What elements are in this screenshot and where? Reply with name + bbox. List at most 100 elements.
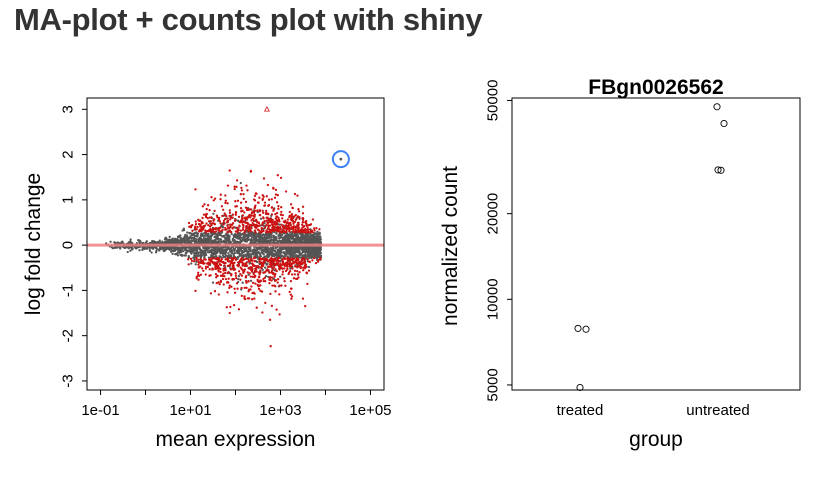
ma-point-significant bbox=[214, 272, 218, 276]
ma-point-significant bbox=[295, 230, 298, 233]
ma-point-significant bbox=[292, 221, 295, 224]
ma-point bbox=[247, 254, 250, 257]
ma-point-significant bbox=[223, 264, 226, 267]
ma-point bbox=[195, 238, 198, 241]
ma-point-significant bbox=[250, 208, 253, 211]
ma-point-significant bbox=[237, 215, 241, 219]
ma-point-significant bbox=[202, 213, 206, 216]
ma-point-significant bbox=[226, 231, 229, 234]
counts-plot: FBgn0026562 treated untreated 5000 10000 20… bbox=[439, 76, 801, 451]
ma-point-significant bbox=[213, 209, 216, 213]
ma-point bbox=[309, 249, 313, 252]
ma-point-significant bbox=[263, 204, 267, 207]
ma-point-significant bbox=[275, 269, 278, 273]
ma-point-significant bbox=[231, 258, 235, 262]
ma-point-significant bbox=[281, 270, 285, 273]
ma-point bbox=[308, 238, 311, 241]
ma-point bbox=[249, 252, 253, 256]
ma-point-significant bbox=[270, 304, 274, 308]
ma-point-significant bbox=[199, 223, 202, 227]
ma-point bbox=[208, 251, 211, 254]
ma-point-significant bbox=[228, 284, 231, 287]
ma-point bbox=[280, 247, 283, 250]
ma-point-significant bbox=[196, 225, 199, 229]
ma-point-significant bbox=[266, 212, 270, 215]
ma-point-significant bbox=[219, 270, 222, 274]
ma-point-significant bbox=[227, 226, 231, 229]
ma-point-significant bbox=[236, 199, 240, 202]
ma-point-significant bbox=[292, 277, 296, 280]
ma-point bbox=[242, 235, 246, 238]
ma-point bbox=[164, 236, 168, 240]
ma-point-significant bbox=[257, 222, 261, 225]
ma-point-significant bbox=[304, 221, 307, 224]
ma-point-significant bbox=[240, 274, 244, 277]
ma-point-significant bbox=[216, 267, 219, 270]
ma-point bbox=[186, 231, 189, 234]
ma-point bbox=[193, 251, 196, 255]
ma-point bbox=[272, 252, 275, 255]
ma-point-significant bbox=[233, 185, 236, 188]
ma-point-significant bbox=[271, 276, 274, 279]
ma-point-significant bbox=[248, 272, 251, 275]
ma-point bbox=[197, 239, 200, 242]
ma-point bbox=[176, 254, 180, 257]
ma-point bbox=[227, 238, 230, 241]
ma-point-significant bbox=[254, 274, 257, 278]
ma-point-significant bbox=[276, 281, 279, 284]
ma-point bbox=[233, 249, 236, 253]
ma-point-significant bbox=[217, 269, 220, 272]
ma-point bbox=[215, 237, 218, 240]
ma-point-significant bbox=[194, 188, 197, 191]
ma-point bbox=[251, 251, 255, 255]
ma-point-significant bbox=[204, 229, 207, 232]
ma-point bbox=[187, 238, 190, 241]
ma-point bbox=[309, 256, 312, 259]
ma-point bbox=[111, 247, 115, 250]
counts-points-layer bbox=[574, 103, 728, 392]
ma-point bbox=[237, 275, 241, 278]
ma-point-significant bbox=[313, 256, 316, 260]
ma-point-significant bbox=[271, 219, 274, 222]
ma-point-significant bbox=[221, 228, 224, 232]
ma-point-significant bbox=[246, 189, 249, 192]
ma-point bbox=[228, 247, 231, 250]
ma-point-significant bbox=[269, 292, 272, 296]
ma-point bbox=[219, 247, 222, 250]
ma-plot: 1e-01 1e+01 1e+03 1e+05 -3 -2 -1 0 1 2 3 mean exp… bbox=[22, 97, 392, 451]
ma-point-significant bbox=[267, 224, 270, 227]
ma-x-tick-label: 1e+01 bbox=[169, 402, 211, 419]
ma-point-significant bbox=[205, 222, 208, 225]
ma-point-significant bbox=[232, 226, 235, 229]
ma-point bbox=[277, 249, 280, 253]
ma-point-significant bbox=[258, 224, 261, 227]
ma-point bbox=[190, 249, 193, 252]
ma-point bbox=[167, 241, 170, 244]
ma-point-significant bbox=[286, 265, 289, 268]
ma-point-significant bbox=[292, 225, 295, 228]
ma-point bbox=[192, 249, 195, 252]
ma-point-significant bbox=[308, 260, 311, 263]
ma-point-significant bbox=[253, 264, 256, 267]
ma-point bbox=[249, 250, 252, 253]
ma-point-significant bbox=[223, 218, 227, 221]
ma-point-significant bbox=[242, 192, 245, 196]
ma-point bbox=[169, 240, 173, 243]
ma-point-significant bbox=[270, 264, 274, 267]
ma-point bbox=[265, 238, 268, 241]
ma-point-significant bbox=[271, 229, 275, 233]
ma-y-tick-label: 1 bbox=[60, 196, 77, 204]
ma-point bbox=[259, 217, 263, 220]
ma-point-significant bbox=[269, 345, 272, 348]
ma-point bbox=[289, 251, 293, 255]
ma-point-significant bbox=[271, 272, 274, 275]
ma-point-significant bbox=[205, 207, 208, 211]
ma-point-significant bbox=[261, 216, 265, 219]
ma-point-significant bbox=[235, 276, 238, 280]
ma-point bbox=[188, 246, 191, 249]
ma-point bbox=[249, 239, 253, 243]
ma-point bbox=[275, 237, 278, 240]
ma-point-significant bbox=[226, 220, 229, 224]
ma-point-significant bbox=[243, 211, 246, 214]
counts-x-axis: treated untreated bbox=[557, 402, 750, 419]
